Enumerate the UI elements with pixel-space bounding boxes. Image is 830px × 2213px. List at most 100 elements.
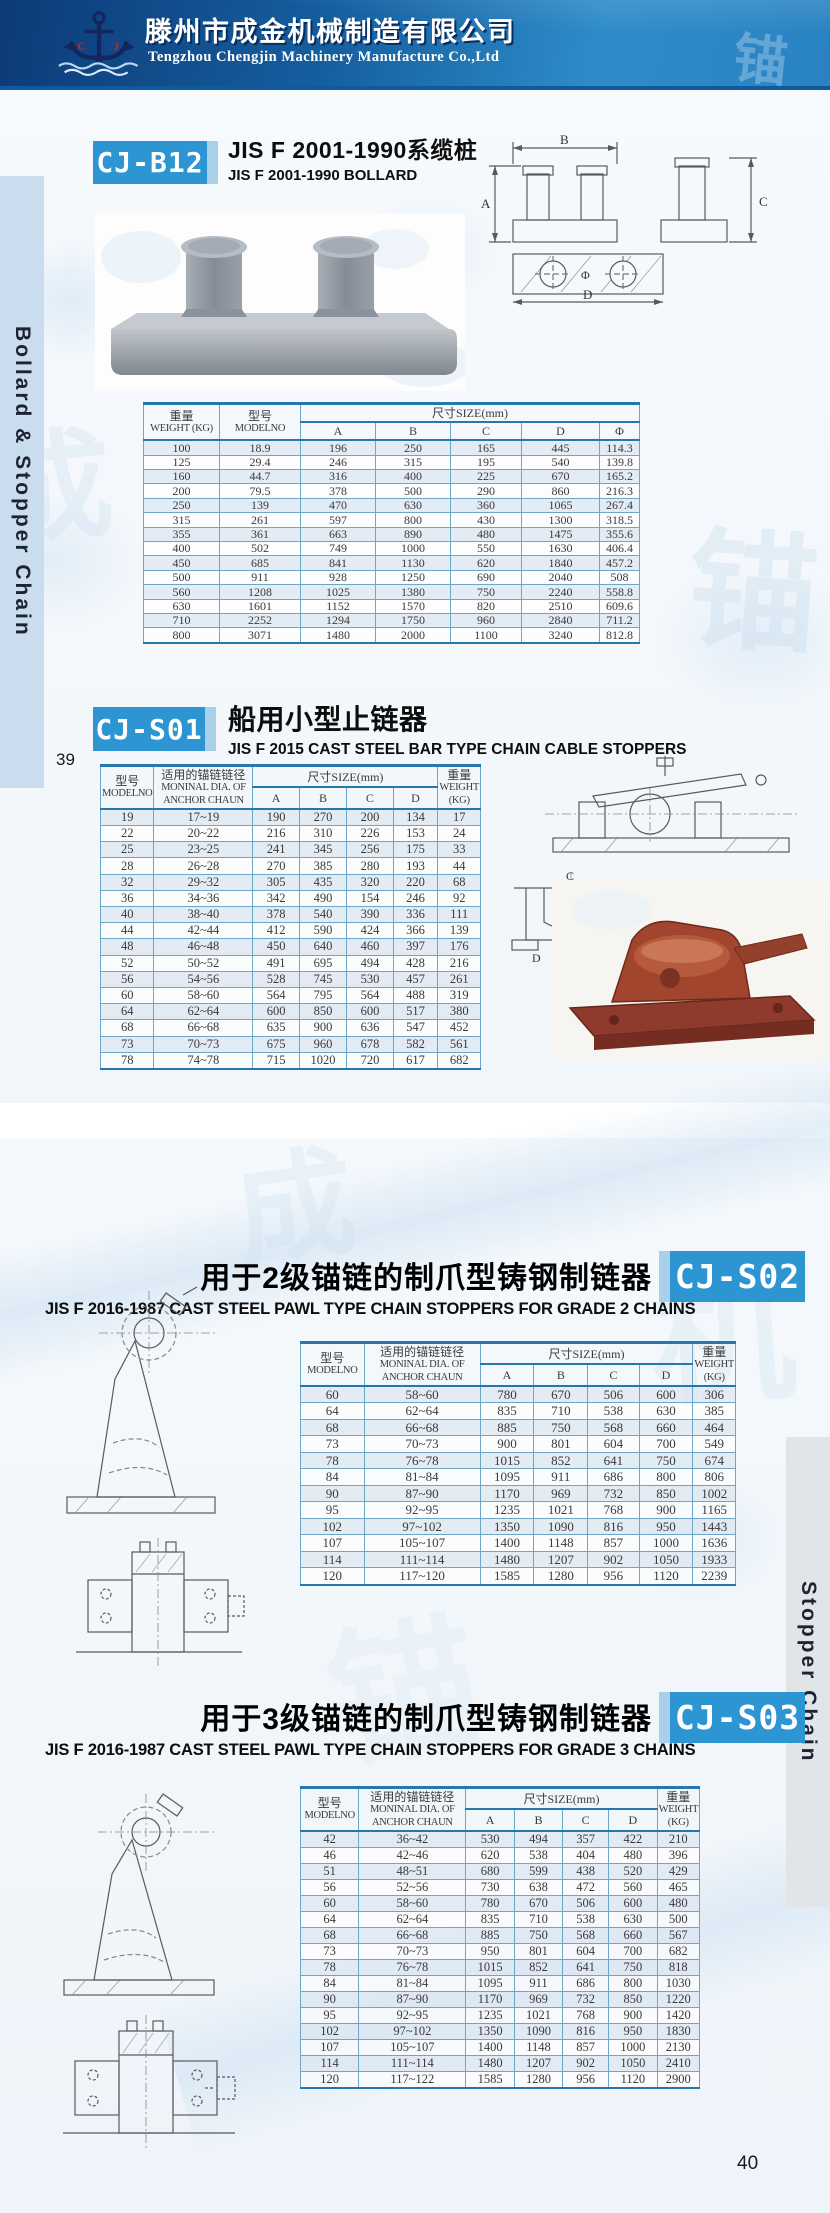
table-header-cell: 重量 WEIGHT (KG) bbox=[656, 1786, 701, 1832]
company-logo anchor-icon: C J bbox=[58, 11, 139, 76]
table-row: 60 58~60 564 795 564 488 319 bbox=[99, 986, 481, 1005]
badge-label: CJ-B12 bbox=[93, 141, 207, 184]
sidebar-strip-bollard-stopper-chain: Bollard & Stopper Chain bbox=[0, 176, 44, 788]
table-row: 64 62~64 835 710 538 630 500 bbox=[299, 1910, 701, 1928]
table-row: 102 97~102 1350 1090 816 950 1443 bbox=[300, 1517, 736, 1536]
table-row: 710 2252 1294 1750 960 2840 711.2 bbox=[143, 612, 640, 629]
page-number-39: 39 bbox=[56, 750, 75, 769]
table-header-cell: 重量 WEIGHT (KG) bbox=[143, 403, 220, 442]
badge-label: CJ-S03 bbox=[670, 1692, 805, 1743]
section-title-en-s03: JIS F 2016-1987 CAST STEEL PAWL TYPE CHA… bbox=[45, 1741, 696, 1759]
badge-label: CJ-S02 bbox=[670, 1251, 805, 1302]
section-title-cn: 船用小型止链器 bbox=[228, 704, 428, 735]
table-row: 78 76~78 1015 852 641 750 674 bbox=[300, 1451, 736, 1470]
bollard-spec-table: 重量 WEIGHT (KG) 型号 MODELNO 尺寸SIZE(mm) A B C D Φ 100… bbox=[143, 402, 640, 644]
table-row: 125 29.4 246 315 195 540 139.8 bbox=[143, 454, 640, 471]
table-header-cell: C bbox=[587, 1363, 640, 1387]
dim-label-c: C bbox=[566, 869, 574, 883]
table-header-cell: 型号 MODELNO bbox=[99, 764, 155, 810]
table-row: 73 70~73 900 801 604 700 549 bbox=[300, 1435, 736, 1453]
table-row: 68 66~68 635 900 636 547 452 bbox=[99, 1019, 481, 1037]
badge-edge bbox=[659, 1251, 670, 1302]
table-row: 160 44.7 316 400 225 670 165.2 bbox=[143, 469, 640, 485]
table-header-cell: 型号 MODELNO bbox=[300, 1341, 365, 1387]
s01-side-view-drawing bbox=[545, 756, 797, 853]
table-header-cell: 型号 MODELNO bbox=[219, 403, 301, 442]
section-title-cn: JIS F 2001-1990系缆桩 bbox=[228, 137, 478, 163]
table-row: 73 70~73 950 801 604 700 682 bbox=[299, 1942, 701, 1960]
dim-label-d: D bbox=[532, 951, 541, 965]
table-row: 450 685 841 1130 620 1840 457.2 bbox=[143, 555, 640, 571]
table-row: 32 29~32 305 435 320 220 68 bbox=[99, 873, 481, 891]
table-header-cell: A bbox=[300, 421, 376, 442]
sidebar-label: Bollard & Stopper Chain bbox=[11, 326, 34, 638]
table-header-cell: Φ bbox=[599, 421, 640, 442]
table-header-cell: 适用的锚链链径 MONINAL DIA. OF ANCHOR CHAUN bbox=[358, 1786, 467, 1832]
section-title-en-s02: JIS F 2016-1987 CAST STEEL PAWL TYPE CHA… bbox=[45, 1300, 696, 1318]
table-header-cell: A bbox=[252, 786, 300, 810]
section-badge-cj-b12: CJ-B12 bbox=[93, 141, 218, 184]
logo-letter-j: J bbox=[113, 41, 119, 53]
table-row: 90 87~90 1170 969 732 850 1220 bbox=[299, 1990, 701, 2008]
table-header-cell: C bbox=[346, 786, 394, 810]
table-header-cell: 尺寸SIZE(mm) bbox=[300, 403, 640, 424]
table-row: 28 26~28 270 385 280 193 44 bbox=[99, 857, 481, 875]
table-row: 630 1601 1152 1570 820 2510 609.6 bbox=[143, 598, 640, 615]
table-row: 84 81~84 1095 911 686 800 806 bbox=[300, 1468, 736, 1486]
table-header-cell: 型号 MODELNO bbox=[299, 1786, 360, 1832]
dim-label-c: C bbox=[759, 194, 768, 209]
table-row: 400 502 749 1000 550 1630 406.4 bbox=[143, 541, 640, 557]
table-header-cell: 适用的锚链链径 MONINAL DIA. OF ANCHOR CHAUN bbox=[363, 1341, 481, 1387]
table-row: 560 1208 1025 1380 750 2240 558.8 bbox=[143, 584, 640, 600]
table-header-cell: A bbox=[479, 1363, 535, 1387]
pawl-stopper-grade3-spec-table: 型号 MODELNO 适用的锚链链径 MONINAL DIA. OF ANCHOR CH… bbox=[299, 1786, 701, 2089]
table-row: 64 62~64 600 850 600 517 380 bbox=[99, 1003, 481, 1021]
table-header-cell: B bbox=[533, 1363, 589, 1387]
table-header-cell: B bbox=[298, 786, 348, 810]
table-row: 355 361 663 890 480 1475 355.6 bbox=[143, 526, 640, 543]
table-row: 56 54~56 528 745 530 457 261 bbox=[99, 970, 481, 988]
dim-label-d: D bbox=[583, 287, 592, 302]
table-row: 51 48~51 680 599 438 520 429 bbox=[299, 1862, 701, 1880]
table-row: 100 18.9 196 250 165 445 114.3 bbox=[143, 439, 640, 456]
section-title-cn-s02: 用于2级锚链的制爪型铸钢制链器 bbox=[200, 1262, 652, 1295]
badge-edge bbox=[659, 1692, 670, 1743]
table-row: 250 139 470 630 360 1065 267.4 bbox=[143, 497, 640, 514]
table-row: 68 66~68 885 750 568 660 464 bbox=[300, 1418, 736, 1437]
section-badge-cj-s01: CJ-S01 bbox=[93, 707, 216, 751]
badge-edge bbox=[205, 707, 216, 751]
table-header-cell: C bbox=[450, 421, 522, 442]
b12-technical-drawing: B A C D Φ bbox=[481, 132, 768, 305]
badge-label: CJ-S01 bbox=[93, 707, 205, 751]
section-title-cn-s03: 用于3级锚链的制爪型铸钢制链器 bbox=[200, 1703, 652, 1736]
table-row: 95 92~95 1235 1021 768 900 1165 bbox=[300, 1501, 736, 1519]
table-header-cell: 适用的锚链链径 MONINAL DIA. OF ANCHOR CHAUN bbox=[153, 764, 254, 810]
table-row: 60 58~60 780 670 506 600 480 bbox=[299, 1894, 701, 1912]
table-header-cell: 尺寸SIZE(mm) bbox=[252, 765, 439, 789]
section-title-en: JIS F 2015 CAST STEEL BAR TYPE CHAIN CAB… bbox=[228, 741, 687, 758]
section-badge-cj-s03: CJ-S03 bbox=[659, 1692, 805, 1743]
table-row: 52 50~52 491 695 494 428 216 bbox=[99, 954, 481, 972]
chain-stopper-photo bbox=[552, 880, 827, 1060]
dim-label-b: B bbox=[560, 132, 569, 147]
s02-front-view-drawing bbox=[76, 1538, 245, 1668]
dim-label-a: A bbox=[481, 196, 491, 211]
section-titles-s01: 船用小型止链器 JIS F 2015 CAST STEEL BAR TYPE C… bbox=[228, 698, 687, 759]
table-row: 95 92~95 1235 1021 768 900 1420 bbox=[299, 2006, 701, 2024]
logo-letter-c: C bbox=[78, 41, 86, 53]
table-row: 84 81~84 1095 911 686 800 1030 bbox=[299, 1974, 701, 1992]
table-row: 200 79.5 378 500 290 860 216.3 bbox=[143, 483, 640, 499]
table-row: 36 34~36 342 490 154 246 92 bbox=[99, 889, 481, 908]
dim-label-phi: Φ bbox=[581, 268, 590, 282]
table-row: 315 261 597 800 430 1300 318.5 bbox=[143, 512, 640, 528]
table-row: 78 76~78 1015 852 641 750 818 bbox=[299, 1958, 701, 1976]
section-title-en: JIS F 2001-1990 BOLLARD bbox=[228, 167, 418, 184]
badge-edge bbox=[207, 141, 218, 184]
table-header-cell: B bbox=[513, 1808, 564, 1832]
table-header-cell: 重量 WEIGHT (KG) bbox=[692, 1341, 736, 1387]
table-header-cell: D bbox=[638, 1363, 694, 1387]
table-header-cell: 尺寸SIZE(mm) bbox=[465, 1787, 658, 1811]
table-row: 42 36~42 530 494 357 422 210 bbox=[299, 1830, 701, 1848]
table-row: 44 42~44 412 590 424 366 139 bbox=[99, 922, 481, 940]
